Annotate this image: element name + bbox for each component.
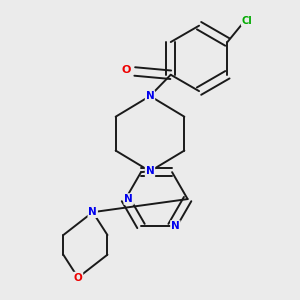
Text: N: N — [124, 194, 133, 204]
Text: N: N — [171, 221, 180, 231]
Text: N: N — [146, 166, 154, 176]
Text: Cl: Cl — [242, 16, 252, 26]
Text: O: O — [74, 273, 82, 283]
Text: O: O — [122, 65, 131, 75]
Text: N: N — [146, 91, 154, 101]
Text: N: N — [88, 207, 97, 217]
